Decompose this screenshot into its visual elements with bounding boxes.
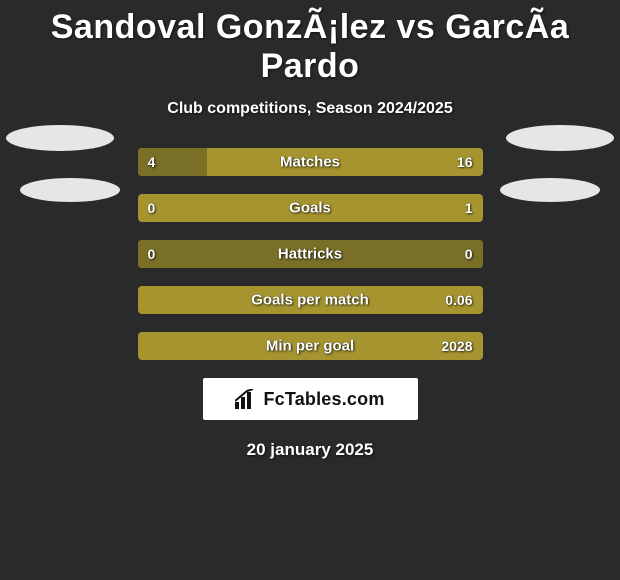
bars-icon xyxy=(235,389,257,409)
row-label: Matches xyxy=(280,154,340,171)
source-text: FcTables.com xyxy=(263,389,384,410)
left-value: 4 xyxy=(148,154,156,170)
compare-row-min-per-goal: Min per goal 2028 xyxy=(138,332,483,360)
right-value: 1 xyxy=(465,200,473,216)
compare-chart: 4 Matches 16 0 Goals 1 0 Hattricks 0 Goa… xyxy=(0,148,620,360)
right-value: 16 xyxy=(457,154,473,170)
left-value: 0 xyxy=(148,246,156,262)
row-label: Goals per match xyxy=(251,292,369,309)
source-badge: FcTables.com xyxy=(203,378,418,420)
row-label: Hattricks xyxy=(278,246,342,263)
page-title: Sandoval GonzÃ¡lez vs GarcÃ­a Pardo xyxy=(0,0,620,86)
row-label: Min per goal xyxy=(266,338,354,355)
compare-row-hattricks: 0 Hattricks 0 xyxy=(138,240,483,268)
right-value: 0.06 xyxy=(445,292,472,308)
row-label: Goals xyxy=(289,200,331,217)
right-value: 0 xyxy=(465,246,473,262)
compare-row-goals: 0 Goals 1 xyxy=(138,194,483,222)
compare-row-matches: 4 Matches 16 xyxy=(138,148,483,176)
date-label: 20 january 2025 xyxy=(0,440,620,460)
left-value: 0 xyxy=(148,200,156,216)
compare-row-goals-per-match: Goals per match 0.06 xyxy=(138,286,483,314)
subtitle: Club competitions, Season 2024/2025 xyxy=(0,100,620,118)
right-value: 2028 xyxy=(441,338,472,354)
